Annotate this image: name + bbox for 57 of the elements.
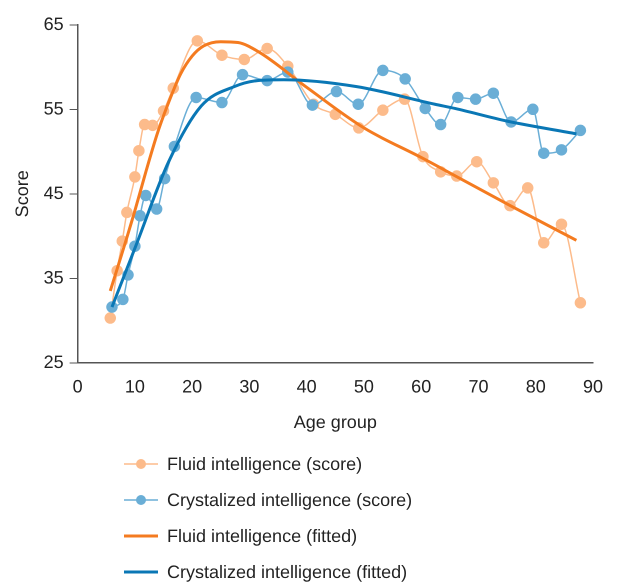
point [399, 73, 411, 85]
x-tick-label: 10 [124, 376, 145, 397]
y-tick-label: 55 [44, 98, 64, 118]
y-tick-label: 65 [44, 14, 64, 34]
point [470, 93, 482, 105]
point [121, 206, 133, 218]
point [522, 182, 534, 194]
point [556, 144, 568, 156]
point [129, 171, 141, 183]
x-tick-label: 30 [239, 376, 260, 397]
point [452, 92, 464, 104]
x-axis-title: Age group [294, 412, 377, 432]
point [236, 68, 248, 80]
point [192, 35, 204, 47]
y-tick-label: 25 [44, 352, 64, 372]
point [527, 104, 539, 116]
point [104, 312, 116, 324]
legend-label: Fluid intelligence (score) [167, 454, 362, 474]
point [352, 98, 364, 110]
point [488, 177, 500, 189]
point [261, 42, 273, 54]
x-tick-label: 20 [182, 376, 202, 397]
point [117, 294, 129, 306]
x-tick-label: 80 [526, 376, 546, 397]
point [434, 118, 446, 130]
y-axis-title: Score [12, 170, 32, 218]
point [574, 297, 586, 309]
point [419, 102, 431, 114]
x-tick-label: 70 [468, 376, 488, 397]
x-tick-label: 50 [354, 376, 374, 397]
point [574, 124, 586, 136]
point [134, 210, 146, 222]
point [150, 203, 162, 215]
point [377, 104, 389, 116]
point [488, 87, 500, 99]
x-tick-label: 40 [296, 376, 317, 397]
y-tick-label: 45 [44, 182, 64, 203]
legend-label: Crystalized intelligence (fitted) [167, 562, 408, 582]
point [133, 144, 145, 156]
point [470, 156, 482, 168]
point [140, 190, 152, 202]
point [146, 120, 158, 132]
point [377, 64, 389, 76]
point [190, 92, 202, 104]
legend-label: Crystalized intelligence (score) [167, 490, 412, 510]
point [330, 86, 342, 98]
point [538, 237, 550, 249]
point [216, 96, 228, 108]
y-tick-label: 35 [44, 267, 64, 288]
point [556, 218, 568, 230]
point [238, 54, 250, 66]
point [538, 147, 550, 159]
point [216, 49, 228, 61]
x-tick-label: 60 [411, 376, 432, 397]
x-tick-label: 90 [582, 376, 604, 397]
legend-label: Fluid intelligence (fitted) [167, 526, 358, 546]
x-tick-label: 0 [72, 376, 83, 397]
